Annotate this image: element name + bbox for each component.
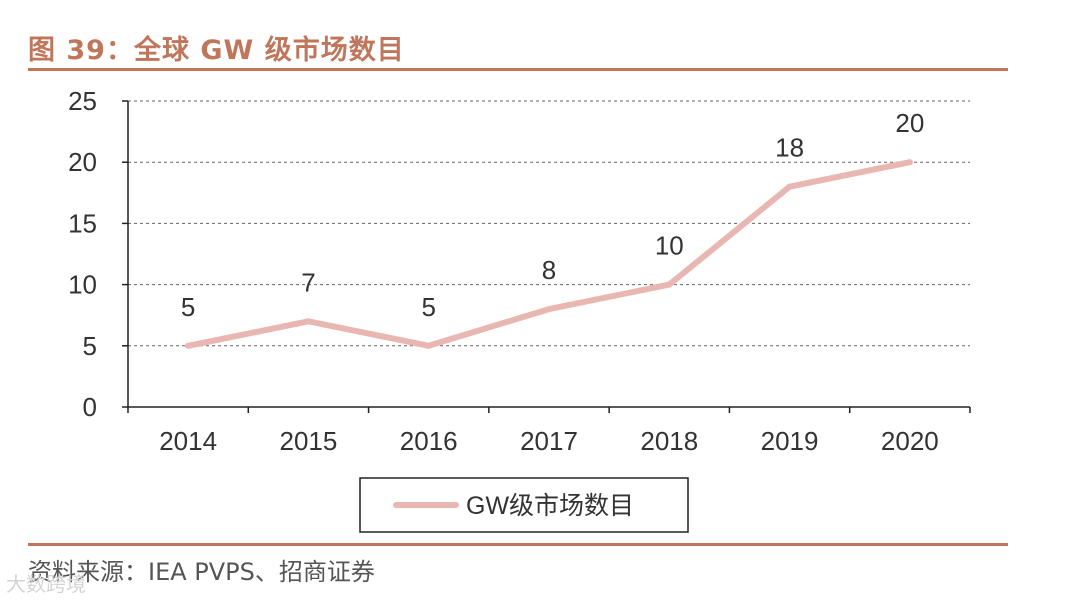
title-divider (28, 68, 1008, 71)
y-tick-label: 0 (83, 392, 97, 422)
data-point (425, 342, 432, 349)
x-tick-label: 2014 (159, 426, 217, 456)
source-note: 资料来源：IEA PVPS、招商证券 (28, 558, 375, 586)
source-divider (28, 543, 1008, 546)
y-tick-label: 20 (68, 147, 97, 177)
x-tick-label: 2015 (280, 426, 338, 456)
data-label: 10 (655, 231, 684, 261)
figure-title: 图 39：全球 GW 级市场数目 (28, 35, 405, 66)
legend-label: GW级市场数目 (466, 492, 634, 520)
data-label: 8 (542, 255, 556, 285)
series-line (185, 159, 913, 349)
data-point (786, 183, 793, 190)
x-tick-label: 2018 (640, 426, 698, 456)
data-point (666, 281, 673, 288)
y-tick-label: 10 (68, 270, 97, 300)
data-label: 5 (181, 292, 195, 322)
data-label: 7 (301, 267, 315, 297)
x-tick-label: 2020 (881, 426, 939, 456)
y-tick-label: 5 (83, 331, 97, 361)
y-tick-label: 25 (68, 86, 97, 116)
data-point (305, 318, 312, 325)
data-label: 20 (895, 108, 924, 138)
data-point (906, 159, 913, 166)
x-tick-label: 2019 (761, 426, 819, 456)
watermark: 大数跨境 (6, 572, 86, 596)
y-tick-label: 15 (68, 208, 97, 238)
data-point (185, 342, 192, 349)
data-point (546, 306, 552, 313)
x-tick-label: 2016 (400, 426, 458, 456)
data-label: 5 (421, 292, 435, 322)
x-tick-label: 2017 (520, 426, 578, 456)
data-label: 18 (775, 133, 804, 163)
